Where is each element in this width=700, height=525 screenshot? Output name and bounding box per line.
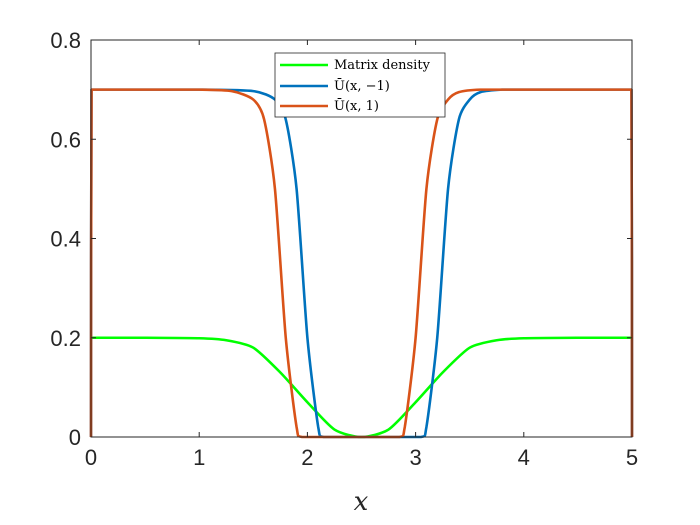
x-tick-label: 3 [409, 445, 421, 470]
x-axis-label: x [354, 487, 369, 517]
legend-label-u-minus-1: Ū(x, −1) [334, 78, 390, 94]
legend-label-u-plus-1: Ū(x, 1) [334, 98, 379, 114]
y-tick-label: 0.6 [50, 127, 81, 152]
y-tick-label: 0.4 [50, 227, 81, 252]
y-tick-label: 0.8 [50, 28, 81, 53]
x-tick-label: 0 [85, 445, 97, 470]
x-tick-label: 5 [626, 445, 638, 470]
x-axis-ticks: 0 1 2 3 4 5 [85, 40, 638, 470]
y-tick-label: 0.2 [50, 326, 81, 351]
y-axis-ticks: 0 0.2 0.4 0.6 0.8 [50, 28, 632, 450]
x-tick-label: 1 [193, 445, 205, 470]
x-tick-label: 2 [301, 445, 313, 470]
legend: Matrix density Ū(x, −1) Ū(x, 1) [274, 52, 446, 118]
legend-label-matrix-density: Matrix density [334, 58, 431, 73]
x-tick-label: 4 [518, 445, 530, 470]
y-tick-label: 0 [69, 425, 81, 450]
